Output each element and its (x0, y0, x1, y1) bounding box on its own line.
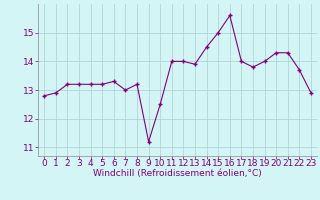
X-axis label: Windchill (Refroidissement éolien,°C): Windchill (Refroidissement éolien,°C) (93, 169, 262, 178)
